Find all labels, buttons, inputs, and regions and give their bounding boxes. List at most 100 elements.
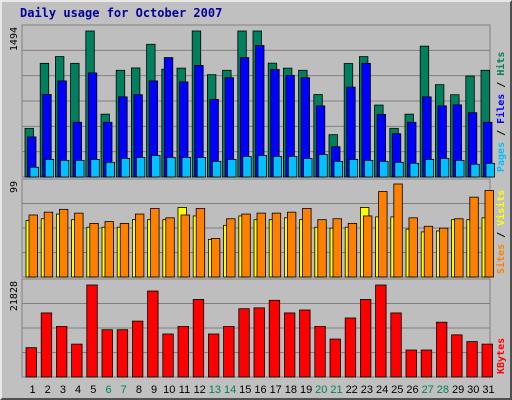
pages-bar (257, 155, 267, 178)
kbytes-bar (283, 312, 296, 378)
kbytes-bar (420, 349, 433, 378)
kbytes-bar (451, 334, 463, 378)
pages-bar (363, 159, 374, 178)
day-label: 13 (209, 384, 221, 396)
hits-files-pages-panel: 1494 Pages / Files / Hits (9, 24, 507, 178)
day-label: 18 (285, 384, 297, 396)
kbytes-bar (268, 299, 281, 378)
day-label: 19 (300, 384, 312, 396)
pages-bar (211, 160, 222, 178)
sites-bar (332, 218, 342, 278)
sites-bar (74, 212, 84, 278)
pages-bar (485, 162, 495, 178)
chart-title: Daily usage for October 2007 (20, 6, 222, 20)
day-label: 8 (136, 384, 142, 396)
sites-bar (134, 213, 145, 278)
pages-bar (75, 159, 85, 178)
kbytes-bar (177, 326, 189, 378)
sites-bar (286, 211, 297, 278)
legend-separator: / (496, 124, 507, 142)
pages-bar (348, 159, 359, 178)
pages-bar (439, 158, 450, 178)
kbytes-bar (131, 320, 144, 378)
legend-label: Pages / Files / Hits (495, 52, 507, 172)
sites-bar (256, 212, 266, 278)
pages-bar (60, 159, 70, 178)
sites-bar (28, 214, 38, 278)
sites-bar (317, 219, 327, 278)
kbytes-bar (86, 284, 98, 378)
sites-bar (271, 212, 282, 278)
day-label: 6 (105, 384, 111, 396)
day-label: 10 (163, 384, 175, 396)
day-label: 24 (376, 384, 388, 396)
pages-bar (181, 157, 191, 178)
pages-bar (196, 157, 207, 178)
kbytes-bar (390, 312, 402, 378)
day-label: 2 (45, 384, 51, 396)
kbytes-bar (299, 309, 311, 378)
pages-bar (120, 158, 131, 178)
day-label: 26 (406, 384, 418, 396)
sites-bar (150, 208, 160, 278)
day-label: 21 (330, 384, 342, 396)
sites-bar (423, 225, 434, 278)
pages-bar (303, 158, 313, 178)
sites-bar (119, 223, 130, 278)
day-label: 4 (75, 384, 81, 396)
kbytes-bar (71, 343, 83, 378)
pages-bar (44, 159, 55, 178)
kbytes-bar (435, 321, 448, 378)
visits-sites-panel: 99 Sites / Visits (9, 178, 507, 278)
day-label: 1 (29, 384, 35, 396)
day-label: 25 (391, 384, 403, 396)
kbytes-bar (56, 326, 68, 378)
kbytes-bar (344, 317, 357, 378)
kbytes-bar (314, 326, 326, 378)
day-label: 31 (482, 384, 494, 396)
pages-bar (394, 161, 404, 178)
sites-bar (302, 208, 312, 278)
files-legend-text: Files (495, 94, 507, 124)
pages-bar (166, 157, 176, 178)
pages-bar (455, 159, 465, 178)
y-max-label: 1494 (9, 27, 20, 51)
kbytes-bar (329, 338, 341, 378)
kbytes-bar (192, 299, 205, 378)
kbytes-bar (466, 341, 478, 378)
day-label: 20 (315, 384, 327, 396)
sites-bar (469, 196, 479, 278)
sites-bar (59, 208, 69, 278)
files-bar (361, 62, 371, 178)
sites-bar (104, 221, 114, 278)
pages-bar (424, 159, 435, 178)
kbytes-bar (147, 290, 159, 378)
day-label: 23 (361, 384, 373, 396)
day-label: 9 (151, 384, 157, 396)
sites-bar (180, 214, 190, 278)
sites-bar (165, 217, 175, 278)
sites-bar (195, 208, 206, 278)
sites-legend-text: Sites (495, 244, 507, 274)
day-label: 3 (60, 384, 66, 396)
kbytes-bar (116, 329, 129, 378)
day-label: 16 (254, 384, 266, 396)
pages-bar (333, 160, 343, 178)
kbytes-bar (375, 284, 387, 378)
legend-separator: / (496, 76, 507, 94)
kbytes-bar (223, 326, 235, 378)
day-label: 11 (179, 384, 190, 396)
day-label: 28 (437, 384, 449, 396)
pages-legend-text: Pages (496, 142, 507, 172)
pages-bar (379, 160, 389, 178)
sites-bar (241, 213, 251, 278)
pages-bar (272, 156, 283, 178)
sites-bar (210, 238, 221, 278)
day-label: 30 (467, 384, 479, 396)
legend-separator: / (496, 226, 507, 244)
sites-bar (226, 218, 236, 278)
kbytes-bar (405, 349, 417, 378)
pages-bar (135, 157, 146, 178)
day-label: 15 (239, 384, 251, 396)
